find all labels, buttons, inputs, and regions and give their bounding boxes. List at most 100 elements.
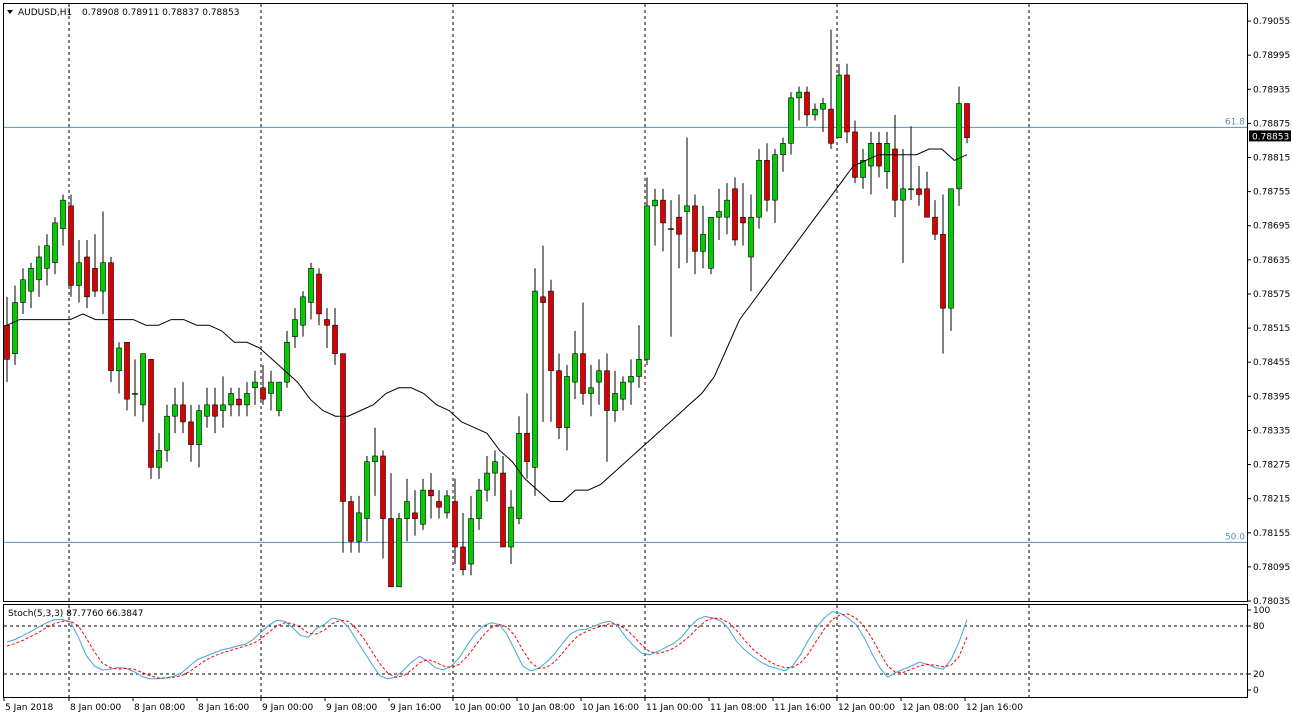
candle-body <box>436 501 442 508</box>
candle <box>332 308 338 366</box>
candle <box>140 353 146 422</box>
fibonacci-levels: 61.8 50.0 <box>4 117 1247 543</box>
time-label: 9 Jan 16:00 <box>390 703 442 713</box>
candle <box>884 131 890 189</box>
candle <box>4 296 10 383</box>
candle-body <box>748 216 754 258</box>
candle <box>308 262 314 320</box>
candle-body <box>228 393 234 406</box>
candle-body <box>940 233 946 309</box>
indicator-level-label: 80 <box>1253 622 1265 632</box>
candle <box>284 330 290 388</box>
time-label: 10 Jan 16:00 <box>582 703 639 713</box>
candle <box>164 404 170 462</box>
time-axis: 5 Jan 2018 8 Jan 00:00 8 Jan 08:00 8 Jan 16… <box>3 697 1023 713</box>
candle <box>92 234 98 297</box>
candle-body <box>188 421 194 445</box>
candle-body <box>636 359 642 377</box>
candle-body <box>820 103 826 110</box>
time-label: 10 Jan 08:00 <box>518 703 575 713</box>
candle <box>540 245 546 422</box>
candle <box>908 126 914 201</box>
price-tick-label: 0.78815 <box>1253 154 1290 164</box>
indicator-area[interactable] <box>3 604 1248 698</box>
price-tick-label: 0.78755 <box>1253 188 1290 198</box>
price-tick-label: 0.78995 <box>1253 51 1290 61</box>
candle <box>668 200 674 337</box>
candle-body <box>620 381 626 400</box>
candle-body <box>700 233 706 252</box>
candle-body <box>316 273 322 315</box>
candle <box>772 148 778 223</box>
candle <box>580 302 586 405</box>
candle <box>76 239 82 303</box>
fib-level-label: 50.0 <box>1225 532 1245 542</box>
candle-body <box>396 518 402 588</box>
candle <box>492 450 498 496</box>
chart-menu-triangle-icon[interactable] <box>7 10 13 14</box>
candle-body <box>468 518 474 565</box>
indicator-axis: 100 80 20 0 <box>1247 606 1270 696</box>
candle <box>684 137 690 263</box>
candle <box>812 103 818 121</box>
candle-body <box>292 319 298 337</box>
candle-body <box>324 319 330 326</box>
price-tick-label: 0.78095 <box>1253 563 1290 573</box>
candle <box>52 217 58 275</box>
candle <box>412 490 418 536</box>
candle-body <box>364 461 370 519</box>
candle <box>348 495 354 553</box>
candle <box>716 188 722 240</box>
candle-body <box>924 188 930 218</box>
candle-body <box>380 455 386 519</box>
candle <box>932 200 938 240</box>
candle <box>252 370 258 405</box>
candle-body <box>516 432 522 519</box>
price-tick-label: 0.78335 <box>1253 426 1290 436</box>
candle <box>20 268 26 314</box>
candle <box>60 194 66 246</box>
candle-body <box>860 160 866 178</box>
candle-body <box>388 518 394 588</box>
candle <box>476 478 482 530</box>
candle <box>852 120 858 184</box>
candle <box>604 353 610 462</box>
candle <box>236 387 242 417</box>
candle-body <box>948 188 954 309</box>
price-tick-label: 0.78935 <box>1253 85 1290 95</box>
candle <box>436 490 442 519</box>
time-label: 12 Jan 16:00 <box>966 703 1023 713</box>
candle <box>156 433 162 479</box>
candle-body <box>644 205 650 360</box>
candle-body <box>796 91 802 99</box>
candle <box>844 63 850 144</box>
candle <box>956 86 962 206</box>
candle-body <box>68 205 74 286</box>
candle <box>364 456 370 542</box>
candle <box>100 211 106 314</box>
time-label: 8 Jan 16:00 <box>198 703 250 713</box>
candle-body <box>460 546 466 571</box>
candle <box>564 365 570 451</box>
candle-body <box>716 211 722 218</box>
main-chart-area[interactable] <box>3 3 1248 602</box>
candle <box>828 29 834 149</box>
candle-body <box>404 501 410 519</box>
candle <box>452 478 458 565</box>
time-label: 10 Jan 00:00 <box>454 703 511 713</box>
time-label: 12 Jan 00:00 <box>838 703 895 713</box>
candle <box>692 194 698 275</box>
candle <box>460 512 466 576</box>
candle-body <box>556 370 562 428</box>
price-tick-label: 0.79055 <box>1253 17 1290 27</box>
candle-body <box>260 387 266 400</box>
candle-body <box>140 353 146 406</box>
candle-body <box>732 188 738 241</box>
candle-body <box>772 154 778 201</box>
candle <box>732 177 738 246</box>
time-label: 11 Jan 08:00 <box>710 703 767 713</box>
candle <box>660 188 666 252</box>
candle <box>572 330 578 400</box>
price-tick-label: 0.78455 <box>1253 358 1290 368</box>
candle <box>532 268 538 496</box>
